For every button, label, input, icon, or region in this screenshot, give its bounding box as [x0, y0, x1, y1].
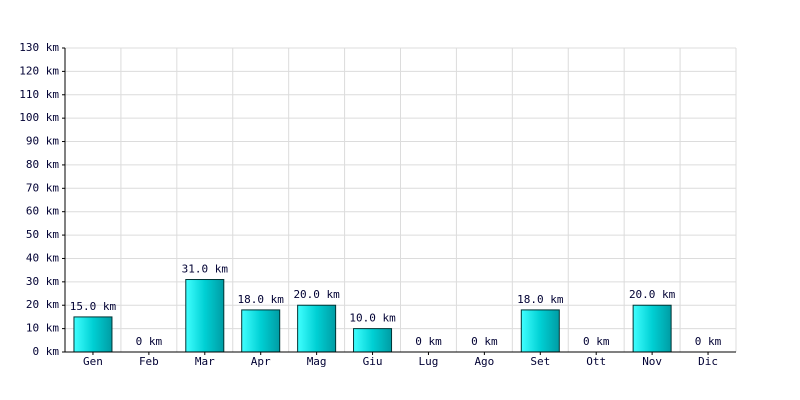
bar	[353, 328, 393, 353]
y-tick-label: 30 km	[26, 275, 59, 288]
value-label: 0 km	[471, 335, 498, 348]
value-label: 20.0 km	[293, 288, 340, 301]
value-label: 0 km	[583, 335, 610, 348]
y-tick-label: 0 km	[33, 345, 60, 358]
y-tick-label: 40 km	[26, 251, 59, 264]
bar	[632, 304, 672, 353]
bar	[241, 309, 281, 353]
y-tick-label: 80 km	[26, 158, 59, 171]
y-tick-label: 110 km	[19, 88, 59, 101]
y-tick-label: 130 km	[19, 41, 59, 54]
x-tick-label: Ott	[586, 355, 606, 368]
value-label: 18.0 km	[517, 293, 564, 306]
x-tick-label: Mar	[195, 355, 215, 368]
y-tick-label: 50 km	[26, 228, 59, 241]
x-tick-label: Giu	[363, 355, 383, 368]
x-tick-label: Set	[530, 355, 550, 368]
x-tick-label: Ago	[474, 355, 494, 368]
bar	[185, 279, 225, 353]
value-label: 15.0 km	[70, 300, 117, 313]
y-tick-label: 100 km	[19, 111, 59, 124]
value-label: 18.0 km	[238, 293, 285, 306]
x-tick-label: Apr	[251, 355, 271, 368]
x-tick-label: Gen	[83, 355, 103, 368]
value-label: 31.0 km	[182, 263, 229, 276]
value-label: 0 km	[415, 335, 442, 348]
x-tick-label: Dic	[698, 355, 718, 368]
y-tick-label: 90 km	[26, 135, 59, 148]
x-tick-label: Nov	[642, 355, 662, 368]
y-tick-label: 10 km	[26, 322, 59, 335]
x-tick-label: Feb	[139, 355, 159, 368]
y-tick-label: 120 km	[19, 64, 59, 77]
y-tick-label: 60 km	[26, 205, 59, 218]
bar	[73, 316, 113, 353]
bar	[520, 309, 560, 353]
value-label: 20.0 km	[629, 288, 676, 301]
value-label: 10.0 km	[349, 312, 396, 325]
value-label: 0 km	[695, 335, 722, 348]
value-label: 0 km	[136, 335, 163, 348]
bar	[297, 304, 337, 353]
x-tick-label: Lug	[419, 355, 439, 368]
y-tick-label: 70 km	[26, 181, 59, 194]
y-tick-label: 20 km	[26, 298, 59, 311]
x-tick-label: Mag	[307, 355, 327, 368]
